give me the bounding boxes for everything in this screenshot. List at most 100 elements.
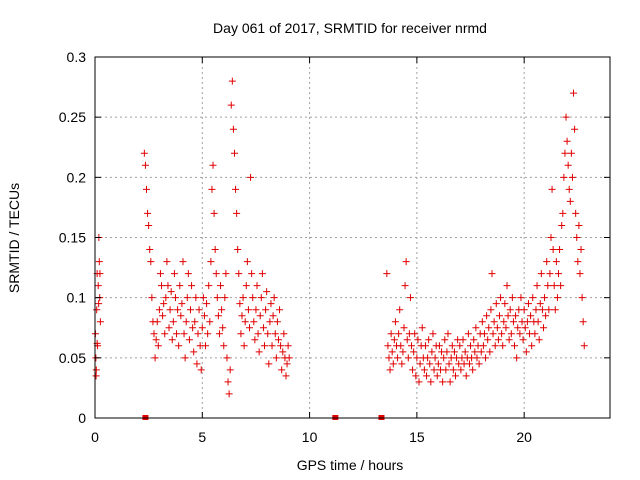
data-point — [400, 324, 408, 332]
x-tick-label: 15 — [409, 429, 425, 445]
data-point — [153, 318, 161, 326]
data-point — [547, 234, 555, 241]
data-point — [531, 330, 539, 338]
data-point — [452, 372, 459, 380]
data-point — [467, 342, 475, 350]
data-point — [415, 378, 423, 386]
data-point — [519, 336, 527, 344]
data-point — [503, 282, 511, 290]
data-point — [183, 294, 191, 302]
data-point — [178, 300, 186, 308]
data-point — [283, 360, 291, 368]
data-point — [152, 336, 160, 344]
data-point — [534, 318, 542, 326]
data-point — [92, 366, 100, 374]
data-point — [272, 354, 280, 362]
data-point — [247, 173, 255, 181]
data-point — [532, 306, 540, 314]
data-point — [180, 330, 188, 338]
data-point — [165, 324, 173, 332]
data-point — [433, 372, 441, 380]
data-point — [285, 354, 293, 362]
data-point — [204, 330, 212, 338]
data-point — [536, 300, 544, 308]
data-point — [396, 306, 404, 314]
data-point — [192, 294, 200, 302]
data-point — [497, 294, 505, 302]
data-point — [559, 209, 567, 217]
data-point — [558, 221, 566, 229]
data-point — [186, 306, 194, 314]
data-point — [462, 372, 470, 380]
data-point — [574, 258, 582, 266]
data-point — [483, 312, 491, 320]
data-point — [168, 336, 176, 344]
data-point — [211, 246, 219, 254]
data-point — [482, 354, 490, 362]
y-tick-label: 0.15 — [59, 230, 86, 246]
data-point — [236, 300, 244, 308]
data-point — [538, 306, 546, 314]
data-point — [141, 161, 149, 169]
data-point — [220, 342, 228, 350]
data-point — [96, 318, 104, 326]
x-tick-label: 0 — [91, 429, 99, 445]
data-point — [156, 270, 164, 278]
data-point — [181, 354, 189, 362]
data-point — [146, 246, 154, 254]
data-point — [446, 378, 454, 386]
data-point — [403, 336, 411, 344]
x-tick-labels: 0 5 10 15 20 — [91, 429, 532, 445]
data-point — [391, 318, 399, 326]
data-point — [575, 221, 583, 229]
data-point — [265, 360, 273, 368]
plot-frame — [94, 56, 611, 419]
data-point — [257, 294, 265, 302]
data-point — [179, 258, 187, 266]
data-point — [573, 234, 581, 241]
data-point — [188, 282, 196, 290]
data-point — [173, 330, 181, 338]
data-point — [150, 330, 158, 338]
data-point — [95, 258, 103, 266]
data-point — [191, 318, 199, 326]
data-point — [254, 330, 262, 338]
data-point — [154, 342, 162, 350]
data-point — [387, 330, 395, 338]
data-point — [533, 282, 541, 290]
data-point — [276, 306, 284, 314]
y-tick-labels: 0 0.05 0.1 0.15 0.2 0.25 0.3 — [59, 49, 86, 426]
data-point — [411, 330, 419, 338]
data-point — [249, 294, 257, 302]
data-point — [233, 209, 241, 217]
data-point — [194, 330, 202, 338]
data-point — [402, 258, 410, 266]
data-point — [414, 336, 422, 344]
data-point — [428, 348, 436, 356]
data-point — [250, 318, 258, 326]
data-point — [578, 294, 586, 302]
data-point — [507, 330, 515, 338]
data-point — [240, 342, 248, 350]
data-point — [197, 366, 205, 374]
data-point — [577, 246, 585, 254]
data-point — [215, 330, 223, 338]
data-point — [557, 282, 565, 290]
data-point — [255, 348, 263, 356]
data-point — [464, 330, 472, 338]
data-point — [430, 366, 438, 374]
data-point — [504, 312, 512, 320]
x-tick-label: 20 — [516, 429, 532, 445]
data-point — [395, 330, 403, 338]
data-point — [528, 342, 536, 350]
data-point — [212, 270, 220, 278]
data-point — [258, 270, 266, 278]
data-point — [493, 324, 501, 332]
data-point — [243, 258, 251, 266]
data-point — [523, 318, 531, 326]
data-point — [219, 324, 227, 332]
data-point — [221, 294, 229, 302]
data-point — [234, 246, 242, 254]
data-point — [227, 101, 235, 109]
data-point — [248, 270, 256, 278]
